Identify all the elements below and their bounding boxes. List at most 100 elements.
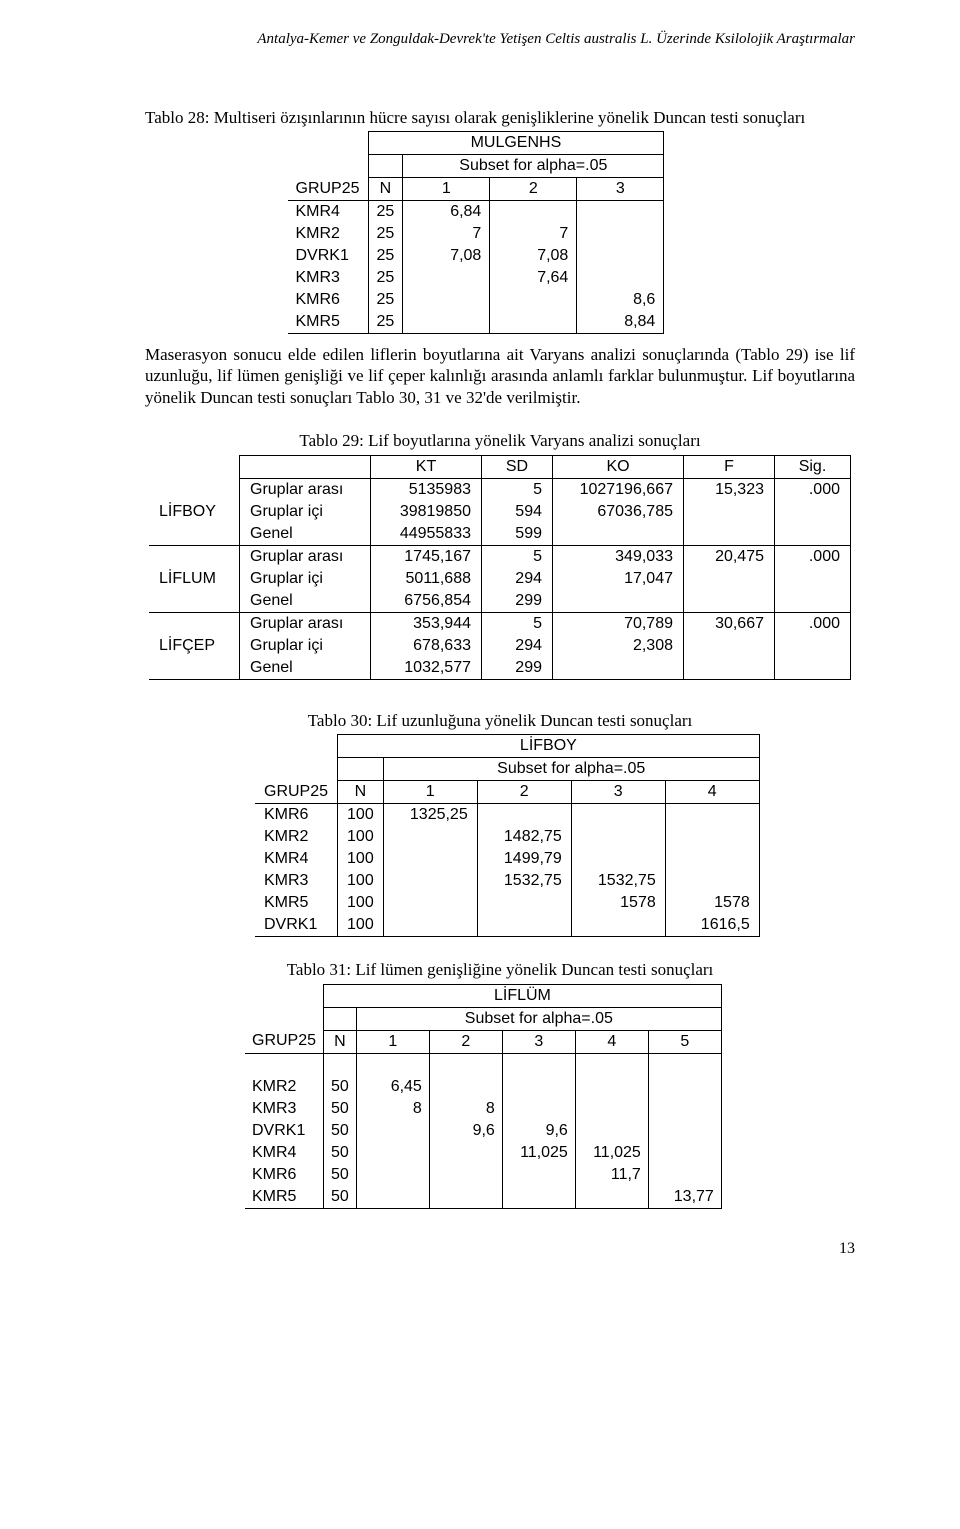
cell [665,848,759,870]
col-header: 5 [648,1030,721,1053]
cell [490,289,577,311]
col-header: 2 [490,178,577,201]
col-header: N [324,1030,357,1053]
row-group: KMR6 [255,804,338,827]
cell [383,870,477,892]
page-number: 13 [145,1239,855,1259]
row-n: 100 [338,914,384,937]
cell: 1482,75 [477,826,571,848]
cell [571,914,665,937]
cell: 1532,75 [477,870,571,892]
cell [575,1098,648,1120]
anova-source: Genel [240,523,371,546]
blank [149,613,240,636]
col-header: 3 [577,178,664,201]
cell: .000 [775,613,851,636]
cell [490,201,577,224]
cell [429,1164,502,1186]
row-n: 50 [324,1164,357,1186]
row-n: 50 [324,1098,357,1120]
cell [684,501,775,523]
cell: 2,308 [553,635,684,657]
cell [648,1120,721,1142]
row-group: KMR2 [255,826,338,848]
blank [502,1053,575,1076]
anova-source: Gruplar arası [240,479,371,502]
cell: 678,633 [371,635,482,657]
cell [684,523,775,546]
cell [577,201,664,224]
cell [356,1164,429,1186]
row-n: 100 [338,848,384,870]
cell: 6756,854 [371,590,482,613]
anova-source: Gruplar içi [240,568,371,590]
cell [684,590,775,613]
cell [403,267,490,289]
row-group: KMR5 [288,311,369,334]
col-header: F [684,456,775,479]
blank [648,1053,721,1076]
cell [502,1164,575,1186]
cell [571,848,665,870]
cell [775,657,851,680]
col-header: Sig. [775,456,851,479]
row-n: 50 [324,1120,357,1142]
body-paragraph: Maserasyon sonucu elde edilen liflerin b… [145,344,855,408]
row-group: KMR2 [288,223,369,245]
table31-subset: Subset for alpha=.05 [356,1007,721,1030]
row-group: KMR6 [245,1164,324,1186]
cell: 1027196,667 [553,479,684,502]
anova-group: LİFÇEP [149,635,240,657]
cell [553,523,684,546]
row-group: KMR5 [245,1186,324,1209]
cell [477,892,571,914]
cell: 299 [482,590,553,613]
anova-source: Genel [240,590,371,613]
blank [149,590,240,613]
cell [383,914,477,937]
cell: 1325,25 [383,804,477,827]
row-n: 25 [368,223,403,245]
anova-source: Gruplar içi [240,501,371,523]
cell: 599 [482,523,553,546]
table30-subset: Subset for alpha=.05 [383,758,759,781]
cell [575,1076,648,1098]
cell [665,826,759,848]
row-n: 100 [338,826,384,848]
cell [577,267,664,289]
cell [775,590,851,613]
row-n: 25 [368,311,403,334]
col-header: 2 [429,1030,502,1053]
cell [775,523,851,546]
row-group: KMR5 [255,892,338,914]
table28-name: MULGENHS [368,132,664,155]
cell: 7,08 [403,245,490,267]
row-group: DVRK1 [245,1120,324,1142]
row-n: 100 [338,892,384,914]
row-n: 50 [324,1076,357,1098]
anova-group: LİFLUM [149,568,240,590]
cell [665,804,759,827]
row-n: 100 [338,804,384,827]
cell: 8 [356,1098,429,1120]
running-head: Antalya-Kemer ve Zonguldak-Devrek'te Yet… [145,30,855,49]
cell [575,1120,648,1142]
row-n: 25 [368,267,403,289]
col-header: 2 [477,781,571,804]
cell [403,289,490,311]
cell: 5 [482,546,553,569]
anova-group: LİFBOY [149,501,240,523]
table28-subset: Subset for alpha=.05 [403,155,664,178]
cell: 353,944 [371,613,482,636]
cell: 1578 [665,892,759,914]
row-group: KMR4 [245,1142,324,1164]
col-header: 4 [575,1030,648,1053]
cell: 1745,167 [371,546,482,569]
anova-source: Genel [240,657,371,680]
running-head-italic: Celtis australis [545,31,636,47]
cell: 5011,688 [371,568,482,590]
cell: 5 [482,613,553,636]
table29-title: Tablo 29: Lif boyutlarına yönelik Varyan… [145,430,855,451]
cell [429,1076,502,1098]
cell: 349,033 [553,546,684,569]
